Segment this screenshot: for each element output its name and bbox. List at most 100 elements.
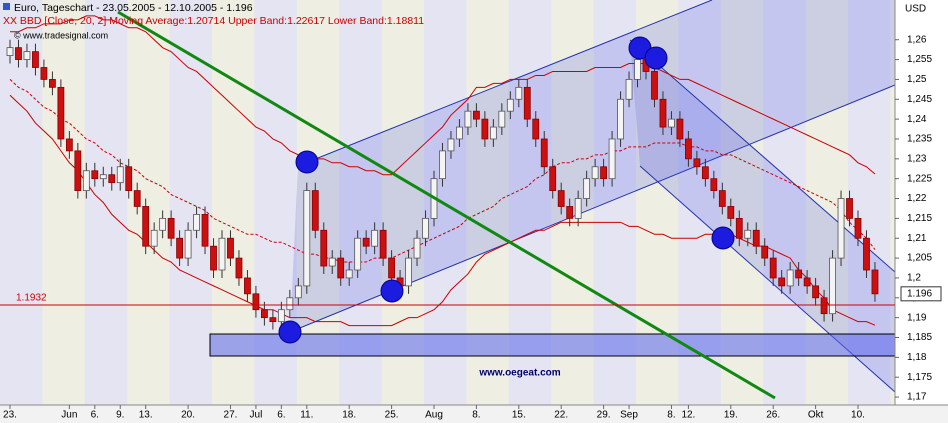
candle-body [600,166,607,180]
candle-body [803,277,811,287]
candle-body [761,245,769,259]
icon [3,3,10,10]
candle-body [15,47,22,60]
candle-body [464,110,472,128]
candle-body [57,86,65,140]
candle-body [634,59,641,80]
y-tick-label: 1,215 [907,213,932,224]
candle-body [871,269,879,295]
candle-body [710,178,718,191]
candle-body [769,257,777,279]
candle-body [506,98,514,112]
candle-body [235,257,243,279]
x-tick-label: Aug [425,410,443,421]
candle-body [540,138,548,168]
candle-body [40,67,48,80]
x-tick-label: 23. [3,410,17,421]
candle-body [286,297,294,311]
channel-line [297,0,713,167]
candle-body [405,257,412,287]
candle-body [472,110,480,120]
candle-body [32,51,39,68]
candle-body [515,86,523,100]
candle-body [49,79,56,88]
candle-body [439,150,446,180]
candle-body [532,118,540,140]
candle-body [65,138,73,152]
x-tick-label: 6. [91,410,99,421]
pivot-dot [711,226,735,250]
candle-body [812,285,819,299]
candle-body [99,174,107,180]
candle-body [23,51,31,60]
candle-body [303,190,311,287]
y-tick-label: 1,22 [907,193,927,204]
watermark: www.oegeat.com [478,368,560,379]
x-tick-label: 12. [681,410,695,421]
candle-body [625,79,633,100]
y-tick-label: 1,245 [907,94,932,105]
candle-body [362,237,370,247]
candle-body [481,118,489,140]
candle-body [447,138,455,152]
candle-body [752,229,760,247]
candle-body [320,229,328,267]
candle-body [116,166,124,184]
candle-body [167,217,175,239]
candle-body [227,237,234,259]
pivot-dot [278,320,302,344]
x-tick-label: 15. [512,410,526,421]
x-tick-label: 8. [472,410,480,421]
candle-body [260,309,268,319]
candle-body [735,217,743,239]
candle-body [311,190,319,231]
x-tick-label: 22. [554,410,568,421]
band-middle [9,79,876,263]
candle-body [608,138,616,180]
chart-title: Euro, Tageschart - 23.05.2005 - 12.10.20… [14,2,253,14]
y-tick-label: 1,205 [907,253,932,264]
indicator-label: XX BBD [Close, 20, 2] Moving Average:1.2… [3,15,424,27]
candle-body [422,217,429,239]
rising-channel [290,0,895,332]
trend-line [117,10,776,400]
candle-body [328,257,336,267]
candle-body [727,206,735,219]
candle-body [854,217,862,239]
candle-body [125,166,133,191]
candle-body [566,206,574,219]
candle-body [795,269,803,279]
candle-body [498,110,506,128]
x-tick-label: 20. [181,410,195,421]
y-tick-label: 1,24 [907,114,927,125]
candle-body [388,257,396,279]
candle-body [252,293,260,311]
candle-body [108,174,116,184]
x-tick-label: Jul [250,410,263,421]
y-tick-label: 1,19 [907,312,927,323]
candle-body [269,317,277,323]
support-zone [209,333,895,357]
candle-body [371,229,379,247]
candle-body [778,277,786,287]
candle-body [413,237,421,259]
candle-body [583,178,591,199]
y-axis-label: USD [905,4,926,15]
candle-body [244,277,251,295]
y-tick-label: 1,26 [907,34,927,45]
copyright: © www.tradesignal.com [14,30,108,40]
candle-body [668,118,675,128]
candle-body [685,138,692,160]
candle-body [693,158,701,168]
candle-body [277,309,285,323]
candle-body [549,166,557,191]
pivot-dot [295,150,319,174]
candle-body [379,229,387,259]
pivot-dot [644,46,668,70]
candle-body [91,170,99,180]
candle-body [846,198,853,219]
candle-body [744,229,752,239]
reference-label: 1.1932 [16,293,47,304]
candle-body [651,71,658,100]
